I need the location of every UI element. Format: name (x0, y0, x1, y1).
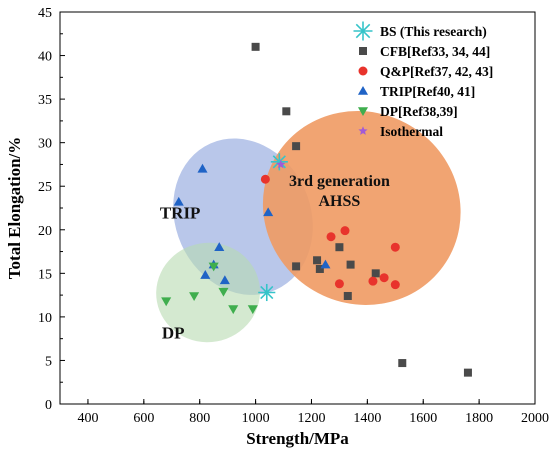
data-point-1-0 (251, 42, 260, 51)
region-label-0-0: TRIP (160, 203, 201, 222)
y-axis-ticks: 0 5 10 15 20 25 30 35 40 45 (38, 6, 65, 413)
data-point-4-1 (189, 292, 200, 302)
series-1 (251, 42, 472, 377)
data-point-4-0 (161, 297, 172, 307)
data-point-2-7 (390, 280, 400, 290)
data-point-2-4 (368, 276, 378, 286)
y-axis-label: Total Elongation/% (5, 137, 24, 280)
data-point-3-2 (263, 207, 274, 217)
x-tick-label-0: 400 (77, 411, 98, 426)
legend-marker-4 (357, 107, 369, 117)
y-tick-label-5: 25 (38, 180, 52, 195)
data-point-3-4 (219, 275, 230, 285)
y-tick-label-7: 35 (38, 93, 52, 108)
data-point-1-8 (343, 291, 352, 300)
data-point-3-1 (173, 196, 184, 206)
series-0 (258, 153, 288, 302)
series-2 (260, 174, 400, 290)
data-point-3-5 (200, 270, 211, 279)
series-4 (161, 262, 258, 315)
x-tick-label-3: 1000 (242, 411, 270, 426)
data-point-1-1 (282, 107, 291, 116)
x-tick-label-6: 1600 (409, 411, 437, 426)
data-point-0-1 (270, 153, 288, 171)
legend-marker-2 (358, 66, 368, 76)
x-tick-label-4: 1200 (297, 411, 325, 426)
legend-marker-3 (357, 85, 369, 95)
y-tick-label-9: 45 (38, 6, 52, 21)
y-tick-label-0: 0 (45, 398, 52, 413)
legend-label-0: BS (This research) (380, 24, 487, 39)
legend-marker-1 (359, 47, 367, 55)
x-axis-label: Strength/MPa (246, 429, 349, 448)
y-tick-label-1: 5 (45, 354, 52, 369)
region-label-2-0: 3rd generation (289, 173, 390, 190)
legend-label-1: CFB[Ref33, 34, 44] (380, 44, 490, 59)
legend-marker-5 (358, 126, 368, 135)
data-point-4-3 (218, 287, 229, 297)
data-point-1-5 (315, 264, 324, 273)
region-label-1-0: DP (162, 324, 185, 343)
data-point-3-0 (197, 163, 208, 173)
data-point-1-11 (463, 368, 472, 377)
data-point-3-3 (214, 242, 225, 251)
x-tick-label-2: 800 (189, 411, 210, 426)
region-label-2-1: AHSS (319, 193, 361, 210)
data-point-3-7 (320, 259, 331, 269)
data-point-2-6 (390, 242, 400, 252)
data-point-2-1 (326, 232, 336, 242)
x-tick-label-1: 600 (133, 411, 154, 426)
data-point-1-3 (292, 262, 301, 271)
legend-label-3: TRIP[Ref40, 41] (380, 84, 475, 99)
region-ellipse-1 (156, 242, 260, 343)
data-point-2-0 (260, 174, 270, 184)
data-point-1-4 (313, 256, 322, 265)
data-point-1-6 (335, 243, 344, 252)
data-point-1-2 (292, 142, 301, 151)
x-tick-label-8: 2000 (521, 411, 549, 426)
data-points (161, 42, 472, 377)
y-tick-label-3: 15 (38, 267, 52, 282)
x-tick-label-7: 1800 (465, 411, 493, 426)
data-point-4-5 (247, 305, 258, 315)
data-point-2-5 (379, 273, 389, 283)
legend-marker-0 (353, 21, 373, 41)
y-tick-label-8: 40 (38, 50, 52, 65)
data-point-4-2 (208, 262, 219, 272)
x-tick-label-5: 1400 (353, 411, 381, 426)
data-point-1-9 (371, 269, 380, 278)
legend-label-4: DP[Ref38,39] (380, 104, 458, 119)
series-5 (276, 159, 286, 169)
legend: BS (This research) CFB[Ref33, 34, 44] Q&P[… (353, 21, 493, 139)
region-ellipses (156, 111, 461, 343)
data-point-1-7 (346, 260, 355, 269)
y-tick-label-2: 10 (38, 311, 52, 326)
data-point-0-0 (258, 283, 276, 302)
data-point-2-2 (340, 226, 350, 236)
data-point-4-4 (228, 305, 239, 315)
legend-label-5: Isothermal (380, 124, 443, 139)
data-point-2-3 (334, 279, 344, 289)
region-labels: TRIP DP 3rd generation AHSS (160, 173, 390, 342)
data-point-1-10 (398, 359, 407, 368)
series-3 (173, 163, 331, 285)
region-ellipse-2 (262, 111, 461, 305)
legend-label-2: Q&P[Ref37, 42, 43] (380, 64, 493, 79)
y-tick-label-4: 20 (38, 224, 52, 239)
y-tick-label-6: 30 (38, 137, 52, 152)
x-axis-ticks: 400 600 800 1000 1200 1400 1600 1800 2000 (77, 399, 549, 426)
data-point-5-0 (276, 159, 286, 169)
